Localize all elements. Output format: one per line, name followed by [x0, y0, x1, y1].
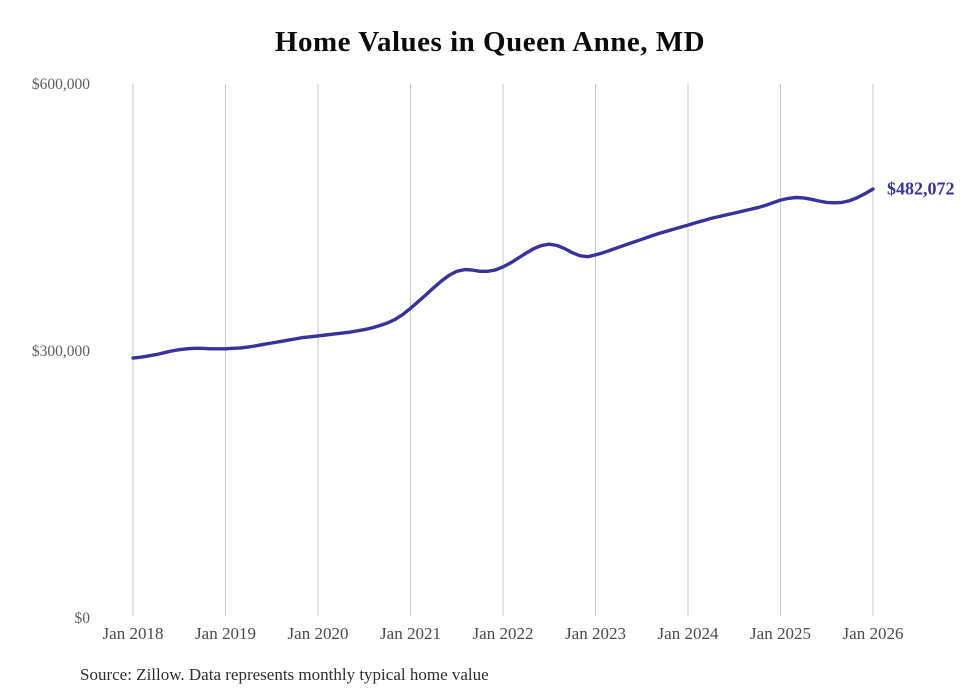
- y-tick-label: $600,000: [32, 76, 90, 93]
- x-tick-label: Jan 2025: [750, 624, 811, 643]
- y-tick-label: $0: [75, 610, 91, 627]
- x-tick-label: Jan 2023: [565, 624, 626, 643]
- home-value-line: [131, 187, 875, 360]
- x-axis-labels-group: Jan 2018 Jan 2019 Jan 2020 Jan 2021 Jan 2022…: [103, 624, 904, 643]
- x-tick-label: Jan 2019: [195, 624, 256, 643]
- x-tick-label: Jan 2024: [658, 624, 719, 643]
- chart-title: Home Values in Queen Anne, MD: [274, 26, 706, 58]
- latest-value-label: $482,072: [887, 178, 955, 198]
- x-tick-label: Jan 2026: [843, 624, 904, 643]
- x-tick-label: Jan 2018: [103, 624, 164, 643]
- x-tick-label: Jan 2022: [473, 624, 534, 643]
- source-note: Source: Zillow. Data represents monthly …: [80, 665, 489, 684]
- x-tick-label: Jan 2020: [288, 624, 349, 643]
- x-tick-label: Jan 2021: [380, 624, 441, 643]
- y-tick-label: $300,000: [32, 343, 90, 360]
- y-axis-labels-group: $0 $300,000 $600,000: [32, 76, 90, 627]
- gridlines-group: [132, 84, 874, 616]
